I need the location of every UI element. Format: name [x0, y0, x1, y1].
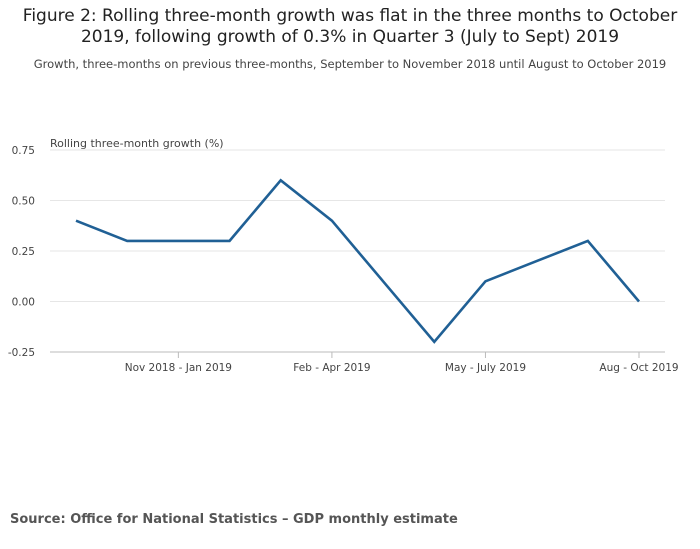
- x-tick-label: Feb - Apr 2019: [293, 362, 370, 374]
- data-point[interactable]: [175, 238, 181, 244]
- gridlines: [50, 149, 665, 353]
- series-line: [75, 178, 640, 344]
- data-point[interactable]: [124, 238, 130, 244]
- data-point[interactable]: [585, 238, 591, 244]
- data-point[interactable]: [534, 258, 540, 264]
- chart-title: Figure 2: Rolling three-month growth was…: [22, 6, 678, 47]
- y-tick-label: 0.00: [12, 297, 35, 309]
- chart-subtitle: Growth, three-months on previous three-m…: [33, 57, 667, 71]
- series-layer: [73, 177, 642, 345]
- y-axis-ticks: -0.25 0.00 0.25 0.50 0.75: [8, 145, 35, 359]
- data-point[interactable]: [636, 299, 642, 305]
- data-point[interactable]: [329, 218, 335, 224]
- x-tick-label: Nov 2018 - Jan 2019: [125, 362, 232, 374]
- data-point[interactable]: [482, 278, 488, 284]
- y-axis-label: Rolling three-month growth (%): [50, 137, 224, 150]
- x-axis-ticks: Nov 2018 - Jan 2019 Feb - Apr 2019 May - J…: [125, 352, 679, 374]
- y-tick-label: 0.75: [12, 145, 35, 157]
- source-note: Source: Office for National Statistics –…: [10, 512, 458, 527]
- y-tick-label: 0.25: [12, 246, 35, 258]
- data-point[interactable]: [73, 218, 79, 224]
- data-point[interactable]: [380, 278, 386, 284]
- data-point[interactable]: [431, 339, 437, 345]
- x-tick-label: Aug - Oct 2019: [599, 362, 678, 374]
- data-point[interactable]: [227, 238, 233, 244]
- x-tick-label: May - July 2019: [445, 362, 526, 374]
- y-tick-label: -0.25: [8, 347, 35, 359]
- y-tick-label: 0.50: [12, 196, 35, 208]
- data-point[interactable]: [278, 177, 284, 183]
